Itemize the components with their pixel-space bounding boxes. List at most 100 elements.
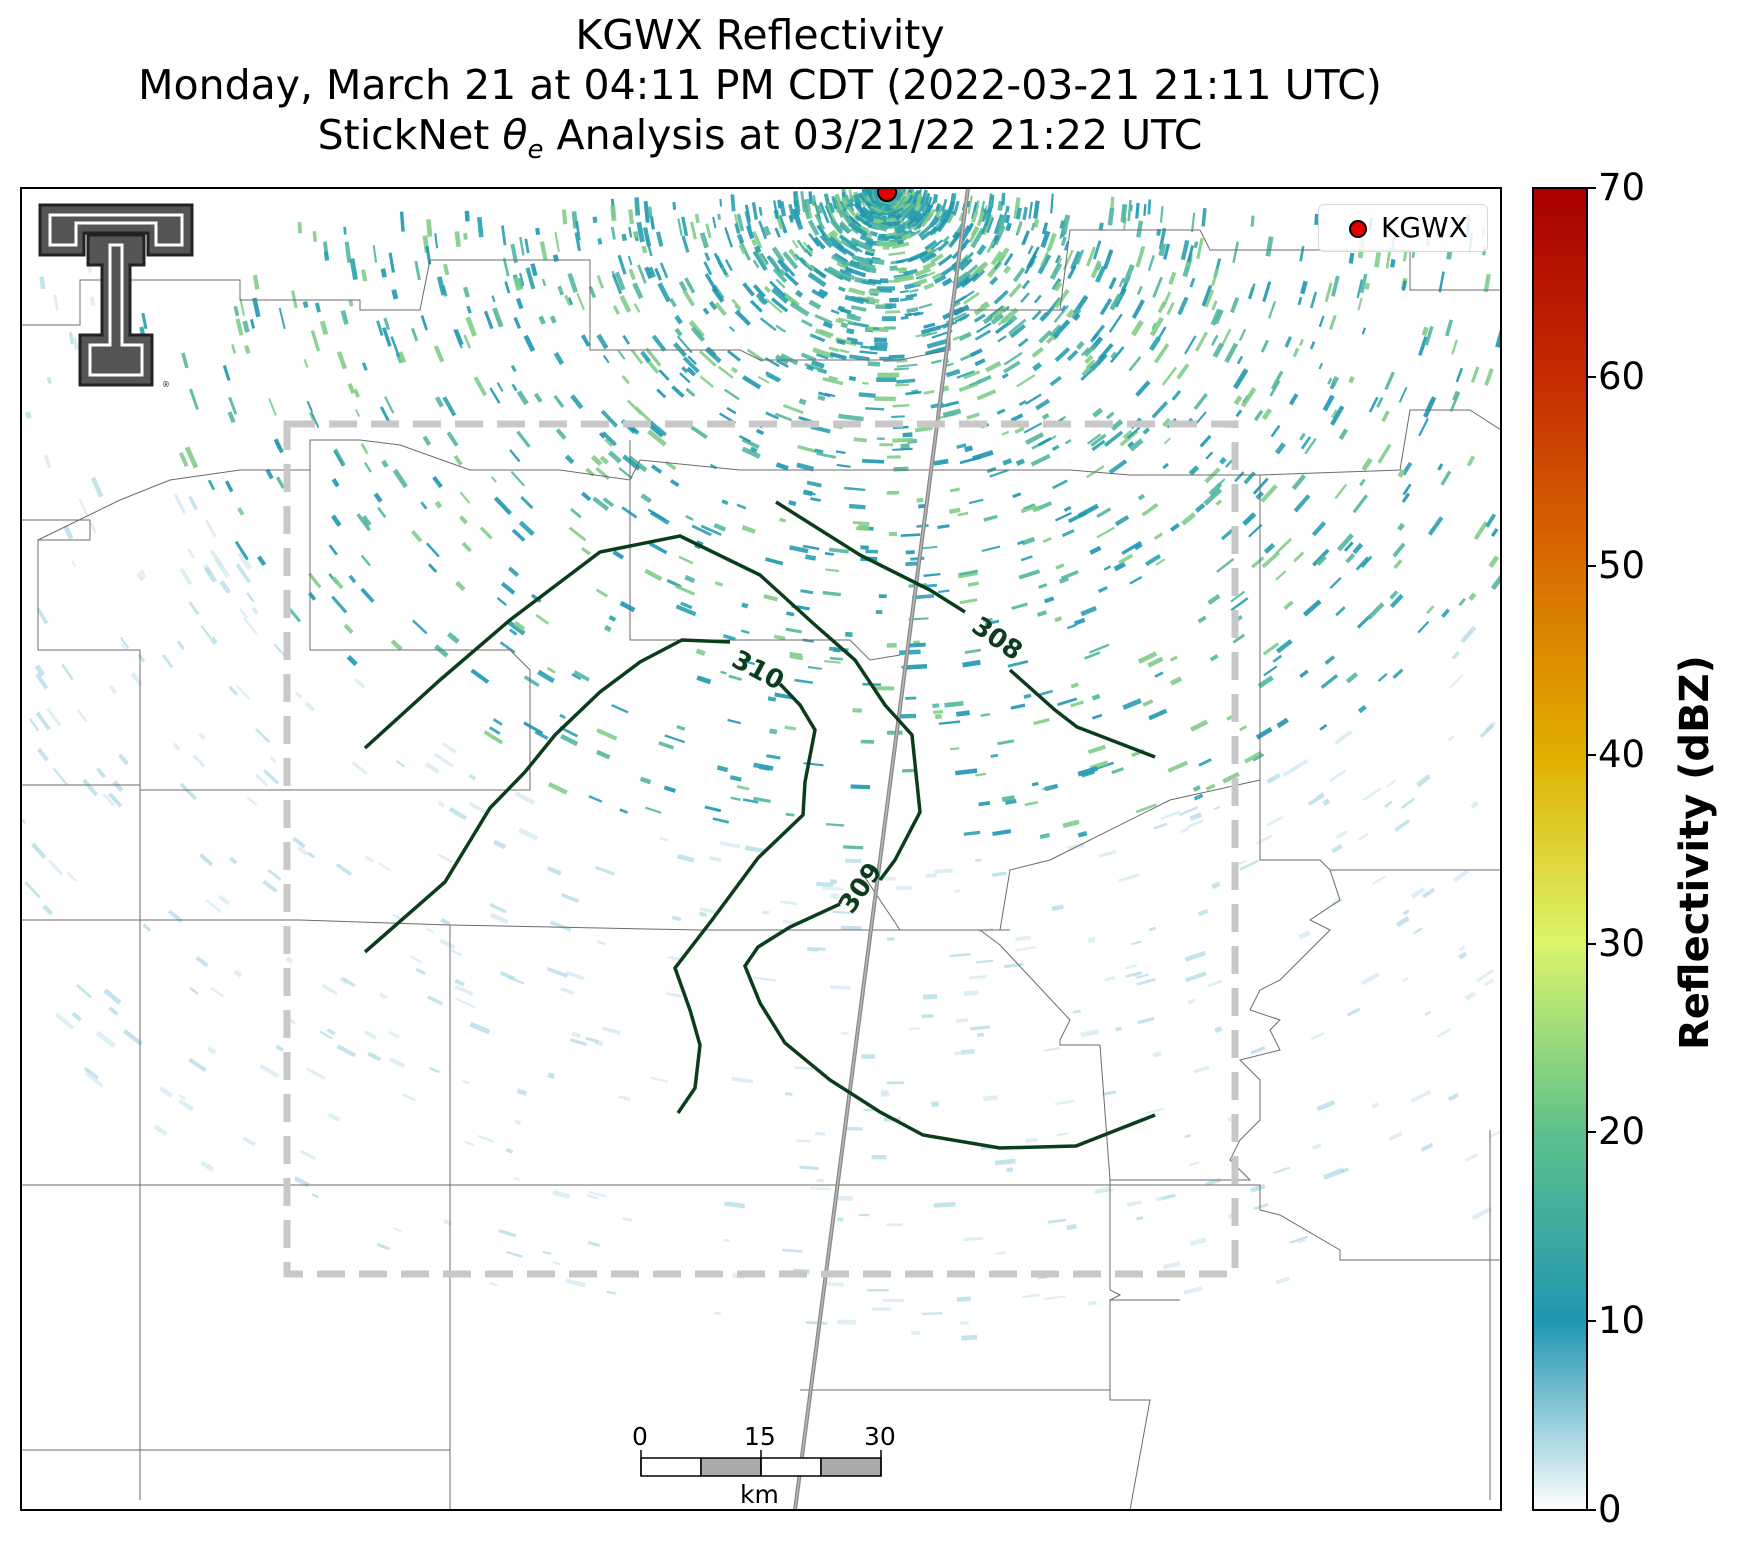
echo-gate: [799, 1165, 819, 1171]
echo-gate: [1104, 975, 1116, 982]
echo-gate: [943, 201, 955, 223]
title-line-2: Monday, March 21 at 04:11 PM CDT (2022-0…: [138, 61, 1382, 109]
echo-gate: [173, 493, 187, 515]
echo-gate: [420, 501, 428, 510]
echo-gate: [1257, 675, 1274, 689]
echo-gate: [1129, 438, 1144, 452]
echo-gate: [440, 917, 451, 926]
echo-gate: [914, 267, 932, 277]
echo-gate: [714, 301, 728, 317]
echo-gate: [287, 606, 302, 623]
echo-gate: [547, 1072, 556, 1079]
echo-gate: [141, 312, 148, 330]
echo-gate: [252, 274, 260, 290]
echo-gate: [679, 372, 691, 384]
echo-gate: [1356, 279, 1363, 299]
echo-gate: [1023, 693, 1032, 699]
echo-gate: [1394, 818, 1411, 832]
echo-gate: [987, 193, 993, 215]
echo-gate: [1171, 389, 1182, 401]
echo-gate: [992, 829, 1012, 836]
echo-gate: [675, 604, 697, 617]
echo-gate: [336, 351, 347, 370]
echo-gate: [1015, 935, 1031, 942]
echo-gate: [807, 946, 819, 952]
echo-gate: [984, 619, 1000, 626]
echo-gate: [1272, 654, 1283, 663]
scale-label-15: 15: [744, 1422, 776, 1451]
echo-gate: [434, 233, 439, 249]
echo-gate: [1421, 326, 1429, 337]
echo-gate: [665, 991, 682, 999]
echo-gate: [434, 396, 444, 408]
echo-gate: [758, 206, 763, 216]
echo-gate: [519, 272, 525, 287]
echo-gate: [845, 414, 864, 422]
echo-gate: [773, 200, 779, 220]
echo-gate: [492, 307, 504, 328]
echo-gate: [1385, 247, 1392, 269]
echo-gate: [1322, 798, 1331, 806]
echo-gate: [1110, 419, 1124, 432]
echo-gate: [239, 607, 249, 619]
echo-gate: [916, 497, 924, 503]
echo-gate: [835, 318, 844, 324]
echo-gate: [1072, 1009, 1081, 1014]
contour-308-left: [775, 500, 966, 614]
echo-gate: [849, 216, 862, 227]
echo-gate: [993, 289, 1009, 305]
echo-gate: [920, 230, 932, 241]
echo-gate: [1357, 704, 1367, 714]
echo-gate: [89, 522, 97, 534]
echo-gate: [979, 200, 986, 218]
echo-gate: [52, 767, 69, 786]
echo-gate: [1402, 483, 1412, 496]
echo-gate: [1361, 327, 1367, 335]
echo-gate: [812, 347, 835, 359]
echo-gate: [774, 227, 781, 238]
echo-gate: [231, 344, 237, 354]
echo-gate: [1196, 237, 1204, 260]
echo-gate: [956, 370, 975, 379]
echo-gate: [107, 792, 123, 808]
echo-gate: [983, 514, 998, 522]
echo-gate: [1015, 207, 1022, 220]
echo-gate: [905, 293, 918, 299]
echo-gate: [885, 310, 901, 314]
echo-gate: [1003, 360, 1021, 374]
echo-gate: [1022, 503, 1036, 510]
echo-gate: [976, 322, 992, 334]
echo-gate: [1251, 556, 1265, 569]
echo-gate: [1125, 964, 1138, 970]
echo-gate: [752, 259, 760, 269]
echo-gate: [1049, 262, 1063, 280]
echo-gate: [1410, 887, 1426, 899]
echo-gate: [439, 938, 456, 950]
echo-gate: [789, 654, 804, 661]
echo-gate: [602, 497, 615, 508]
echo-gate: [1147, 199, 1152, 215]
echo-gate: [534, 730, 549, 741]
echo-gate: [82, 778, 99, 797]
echo-gate: [1336, 533, 1354, 552]
echo-gate: [1402, 909, 1410, 916]
echo-gate: [908, 225, 916, 232]
echo-gate: [686, 366, 697, 377]
echo-gate: [947, 213, 955, 224]
echo-gate: [1135, 202, 1140, 219]
echo-gate: [611, 274, 623, 295]
echo-gate: [1479, 723, 1495, 739]
echo-gate: [824, 659, 841, 664]
echo-gate: [580, 491, 592, 502]
echo-gate: [453, 454, 463, 466]
echo-gate: [782, 404, 804, 415]
echo-gate: [894, 191, 903, 202]
echo-gate: [810, 196, 815, 206]
echo-gate: [839, 234, 858, 249]
echo-gate: [868, 288, 880, 295]
echo-gate: [1087, 936, 1096, 944]
echo-gate: [677, 218, 683, 236]
echo-gate: [749, 299, 763, 313]
echo-gate: [690, 326, 706, 342]
